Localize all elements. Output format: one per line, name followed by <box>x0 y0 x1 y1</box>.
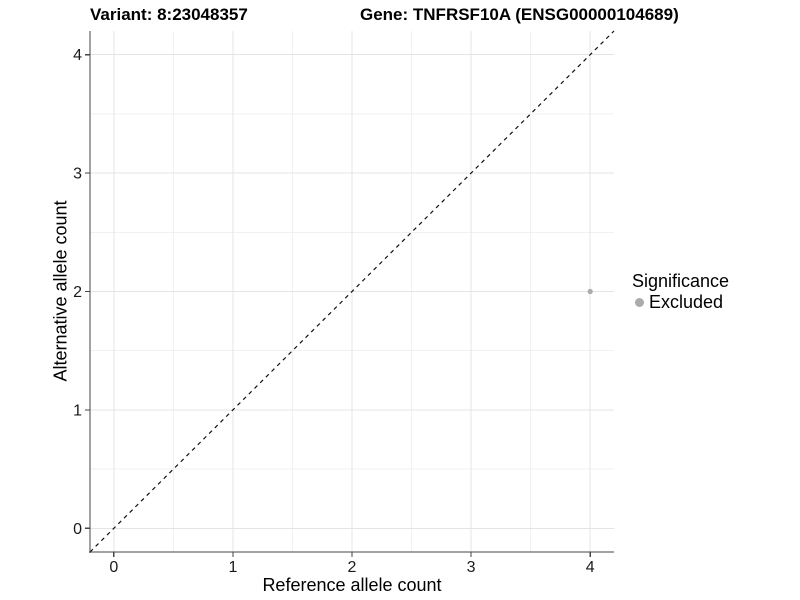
x-tick-label: 0 <box>109 559 118 576</box>
x-tick-label: 1 <box>228 559 237 576</box>
identity-reference-line <box>89 30 615 553</box>
x-tick-label: 4 <box>586 559 595 576</box>
legend-key-dot-icon <box>635 298 644 307</box>
x-tick-label: 3 <box>467 559 476 576</box>
y-tick-label: 1 <box>73 402 82 419</box>
x-tick-label: 2 <box>348 559 357 576</box>
y-tick-label: 3 <box>73 166 82 183</box>
legend-title: Significance <box>632 271 730 291</box>
y-tick-label: 4 <box>73 47 82 64</box>
data-point <box>587 288 593 295</box>
y-tick-label: 0 <box>73 521 82 538</box>
legend-entry-label: Excluded <box>649 292 724 312</box>
plot-title-variant: Variant: 8:23048357 <box>90 5 248 24</box>
y-axis-title: Alternative allele count <box>50 200 71 382</box>
x-axis-title: Reference allele count <box>262 575 442 595</box>
y-tick-label: 2 <box>73 284 82 301</box>
legend-item-excluded: Excluded <box>635 292 723 313</box>
plot-title-gene: Gene: TNFRSF10A (ENSG00000104689) <box>360 5 679 24</box>
